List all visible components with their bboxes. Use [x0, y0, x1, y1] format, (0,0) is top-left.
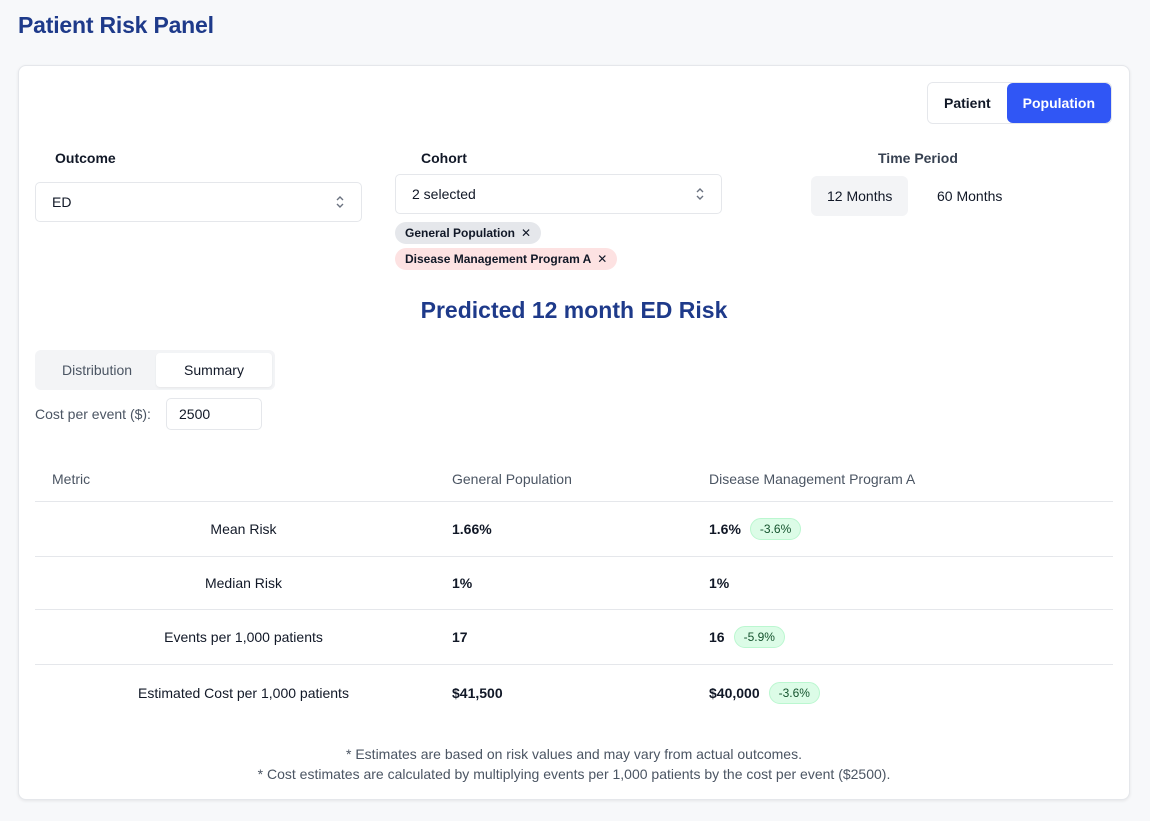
cohort-value: 2 selected	[412, 186, 476, 202]
cohort-chip-general-population: General Population ✕	[395, 222, 542, 244]
predicted-risk-title: Predicted 12 month ED Risk	[420, 297, 728, 323]
tab-distribution[interactable]: Distribution	[38, 353, 156, 387]
time-period-label: Time Period	[878, 150, 958, 166]
time-period-60-months[interactable]: 60 Months	[921, 176, 1018, 216]
cohort-chip-disease-management: Disease Management Program A ✕	[395, 248, 618, 270]
table-row: Median Risk 1% 1%	[35, 557, 1113, 610]
table-row: Events per 1,000 patients 17 16 -5.9%	[35, 610, 1113, 665]
close-icon[interactable]: ✕	[597, 252, 608, 266]
cohort-select[interactable]: 2 selected	[395, 174, 722, 214]
metric-cell: Events per 1,000 patients	[164, 629, 323, 645]
metric-cell: Median Risk	[204, 575, 283, 591]
program-value-cell: 16 -5.9%	[709, 626, 1113, 648]
time-period-12-months[interactable]: 12 Months	[811, 176, 909, 216]
footnotes: * Estimates are based on risk values and…	[19, 744, 1129, 784]
program-value-cell: $40,000 -3.6%	[709, 681, 1113, 704]
program-value: 16	[709, 629, 725, 645]
outcome-value: ED	[52, 194, 72, 210]
close-icon[interactable]: ✕	[521, 226, 532, 240]
tab-summary[interactable]: Summary	[156, 353, 272, 387]
outcome-label: Outcome	[55, 150, 116, 166]
change-badge: -3.6%	[768, 681, 820, 704]
summary-table: Metric General Population Disease Manage…	[35, 456, 1113, 720]
footnote-cost: * Cost estimates are calculated by multi…	[257, 766, 891, 782]
outcome-select[interactable]: ED	[35, 182, 362, 222]
general-value-cell: 1.66%	[452, 521, 492, 537]
header-program-a: Disease Management Program A	[709, 470, 916, 487]
program-value-cell: 1%	[709, 575, 1113, 591]
change-badge: -5.9%	[733, 626, 785, 648]
general-value-cell: 1%	[452, 575, 473, 591]
metric-cell: Mean Risk	[210, 521, 277, 537]
cost-per-event-input[interactable]	[166, 398, 262, 430]
program-value: 1%	[709, 575, 730, 591]
view-tabs: Distribution Summary	[35, 350, 275, 390]
population-view-button[interactable]: Population	[1006, 83, 1111, 123]
risk-panel-card: Patient Population Outcome ED Cohort 2 s…	[18, 65, 1130, 800]
change-badge: -3.6%	[749, 518, 802, 540]
table-row: Estimated Cost per 1,000 patients $41,50…	[35, 665, 1113, 720]
chevron-up-down-icon	[335, 195, 345, 210]
patient-view-button[interactable]: Patient	[927, 83, 1007, 123]
program-value-cell: 1.6% -3.6%	[709, 518, 1113, 540]
footnote-estimates: * Estimates are based on risk values and…	[346, 746, 802, 762]
general-value-cell: 17	[452, 629, 468, 645]
view-toggle: Patient Population	[926, 82, 1112, 124]
table-row: Mean Risk 1.66% 1.6% -3.6%	[35, 502, 1113, 557]
program-value: 1.6%	[709, 521, 741, 537]
chevron-up-down-icon	[695, 187, 705, 202]
header-metric: Metric	[52, 470, 91, 487]
program-value: $40,000	[709, 684, 760, 701]
header-general-population: General Population	[452, 470, 572, 487]
table-header-row: Metric General Population Disease Manage…	[35, 456, 1113, 502]
cohort-label: Cohort	[421, 150, 467, 166]
general-value-cell: $41,500	[452, 684, 503, 701]
cost-per-event-label: Cost per event ($):	[35, 406, 151, 422]
page-title: Patient Risk Panel	[18, 12, 214, 38]
metric-cell: Estimated Cost per 1,000 patients	[138, 684, 349, 701]
chip-label: Disease Management Program A	[405, 252, 592, 266]
chip-label: General Population	[405, 226, 516, 240]
